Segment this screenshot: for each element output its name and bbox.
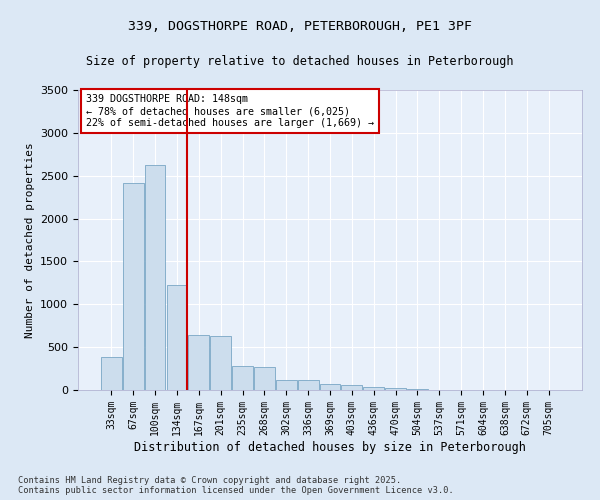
Bar xyxy=(254,367,275,390)
Bar xyxy=(188,335,209,390)
Text: Size of property relative to detached houses in Peterborough: Size of property relative to detached ho… xyxy=(86,55,514,68)
Bar xyxy=(276,380,296,390)
Bar xyxy=(232,366,253,390)
Bar xyxy=(101,356,122,390)
Y-axis label: Number of detached properties: Number of detached properties xyxy=(25,142,35,338)
Bar xyxy=(341,386,362,390)
Bar xyxy=(298,380,319,390)
Bar xyxy=(167,284,187,390)
Text: 339, DOGSTHORPE ROAD, PETERBOROUGH, PE1 3PF: 339, DOGSTHORPE ROAD, PETERBOROUGH, PE1 … xyxy=(128,20,472,33)
Bar xyxy=(385,388,406,390)
Bar xyxy=(145,166,166,390)
Text: 339 DOGSTHORPE ROAD: 148sqm
← 78% of detached houses are smaller (6,025)
22% of : 339 DOGSTHORPE ROAD: 148sqm ← 78% of det… xyxy=(86,94,374,128)
Bar xyxy=(320,384,340,390)
Text: Contains HM Land Registry data © Crown copyright and database right 2025.
Contai: Contains HM Land Registry data © Crown c… xyxy=(18,476,454,495)
Bar xyxy=(364,387,384,390)
Bar xyxy=(407,389,428,390)
Bar xyxy=(123,182,143,390)
Bar xyxy=(210,336,231,390)
X-axis label: Distribution of detached houses by size in Peterborough: Distribution of detached houses by size … xyxy=(134,440,526,454)
